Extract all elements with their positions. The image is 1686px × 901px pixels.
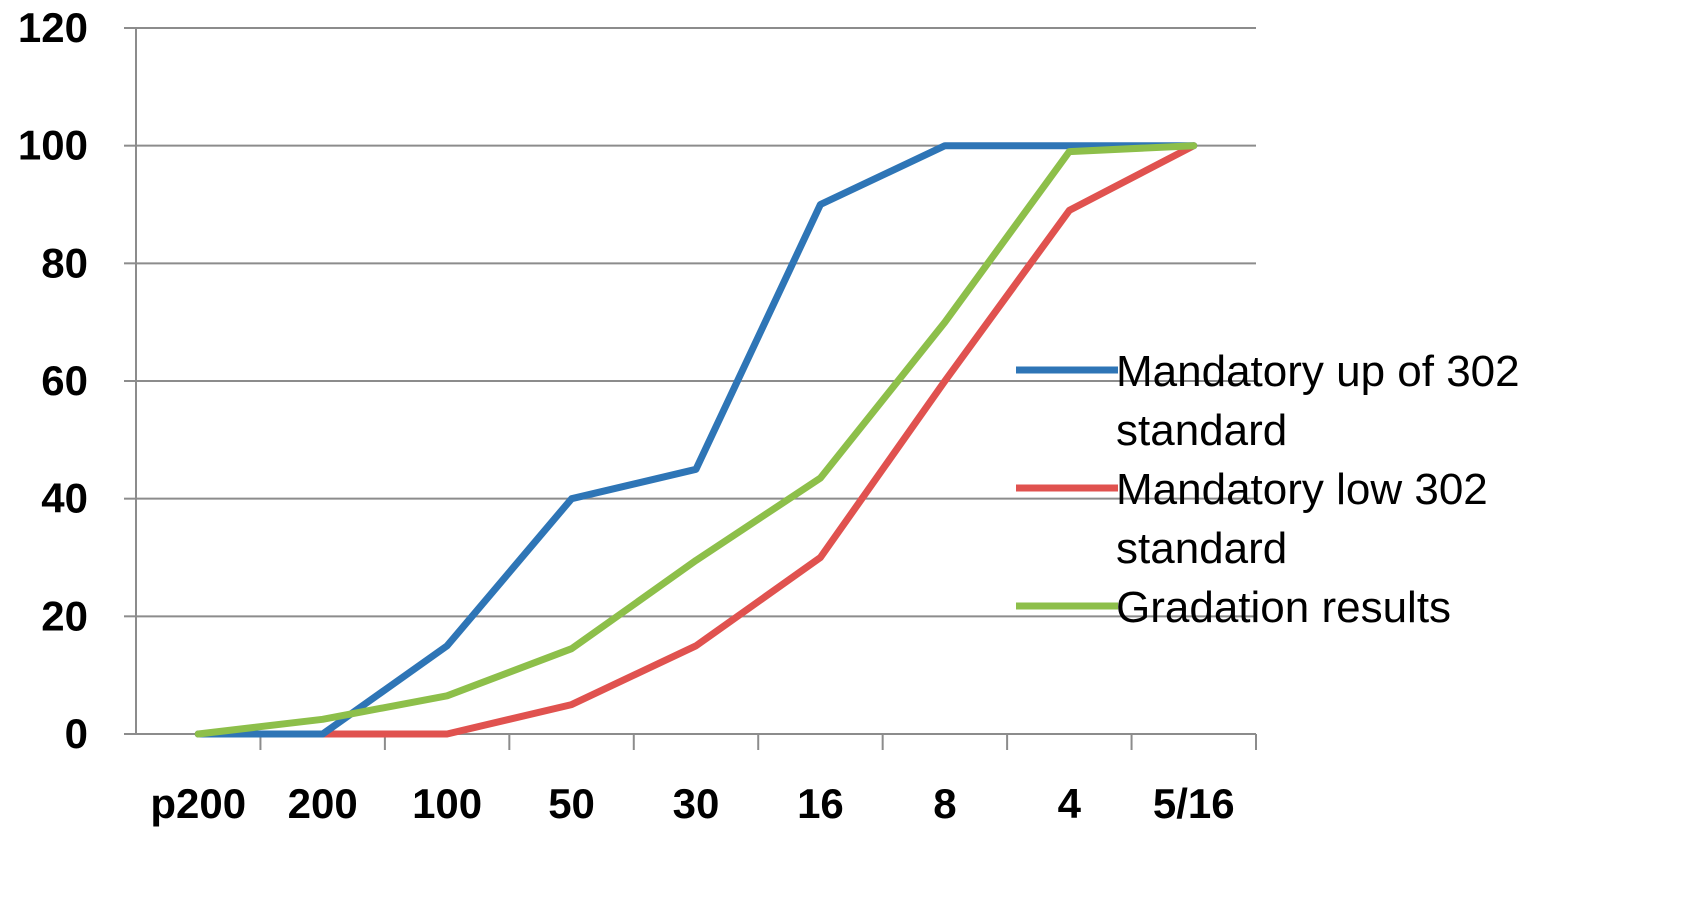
y-tick-label: 100 xyxy=(18,122,88,169)
x-tick-label: 30 xyxy=(673,780,720,827)
legend-label: Mandatory up of 302 xyxy=(1116,347,1520,396)
x-tick-label: 8 xyxy=(933,780,956,827)
legend-label: Gradation results xyxy=(1116,583,1451,632)
x-tick-label: 5/16 xyxy=(1153,780,1235,827)
y-tick-label: 60 xyxy=(41,357,88,404)
legend-label: Mandatory low 302 xyxy=(1116,465,1488,514)
y-tick-label: 0 xyxy=(65,710,88,757)
series-line-1 xyxy=(194,142,1198,738)
y-tick-label: 20 xyxy=(41,592,88,639)
y-tick-labels: 0 20 40 60 80 100 120 xyxy=(18,4,88,757)
gridlines xyxy=(136,27,1256,618)
y-tick-label: 80 xyxy=(41,239,88,286)
x-tick-labels: p200 200 100 50 30 16 8 4 5/16 xyxy=(150,780,1234,827)
legend-label: standard xyxy=(1116,524,1287,573)
y-tick-label: 120 xyxy=(18,4,88,51)
x-tick-label: 100 xyxy=(412,780,482,827)
x-tick-label: 4 xyxy=(1058,780,1082,827)
series-lines xyxy=(194,142,1198,738)
legend-label: standard xyxy=(1116,406,1287,455)
x-tick-label: 16 xyxy=(797,780,844,827)
x-tick-label: 50 xyxy=(548,780,595,827)
series-line-3 xyxy=(194,142,1198,738)
y-tick-label: 40 xyxy=(41,475,88,522)
legend: Mandatory up of 302 standard Mandatory low… xyxy=(1016,347,1520,632)
series-line-2 xyxy=(194,142,1198,738)
x-tick-label: p200 xyxy=(150,780,246,827)
x-tick-label: 200 xyxy=(288,780,358,827)
axes xyxy=(124,27,1257,750)
